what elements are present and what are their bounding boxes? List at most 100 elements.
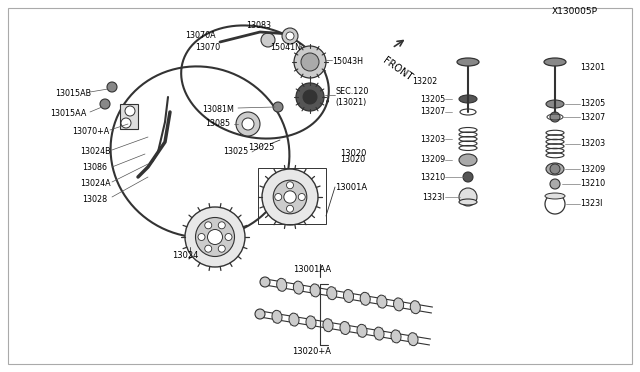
- Text: 13070+A: 13070+A: [72, 128, 109, 137]
- Text: 13028: 13028: [82, 195, 107, 203]
- Circle shape: [550, 112, 560, 122]
- Ellipse shape: [327, 287, 337, 300]
- Ellipse shape: [546, 163, 564, 175]
- Ellipse shape: [344, 289, 353, 302]
- Text: 13081M: 13081M: [202, 105, 234, 113]
- Text: 1323I: 1323I: [422, 192, 445, 202]
- Ellipse shape: [360, 292, 371, 305]
- Text: FRONT: FRONT: [381, 56, 414, 83]
- Circle shape: [550, 179, 560, 189]
- Text: 13207: 13207: [420, 108, 445, 116]
- Text: 13086: 13086: [82, 164, 107, 173]
- Circle shape: [100, 99, 110, 109]
- Circle shape: [205, 245, 212, 252]
- Ellipse shape: [276, 278, 287, 291]
- Ellipse shape: [306, 316, 316, 329]
- Circle shape: [298, 193, 305, 201]
- Circle shape: [205, 222, 212, 229]
- Text: 13209: 13209: [420, 155, 445, 164]
- Ellipse shape: [289, 313, 299, 326]
- Ellipse shape: [408, 333, 418, 346]
- Circle shape: [550, 164, 560, 174]
- Text: 13015AA: 13015AA: [50, 109, 86, 119]
- Text: 13210: 13210: [420, 173, 445, 182]
- Text: 15043H: 15043H: [332, 58, 363, 67]
- Text: 13085: 13085: [205, 119, 230, 128]
- Circle shape: [273, 102, 283, 112]
- Ellipse shape: [340, 321, 350, 334]
- Ellipse shape: [272, 310, 282, 323]
- Text: 13024A: 13024A: [80, 180, 111, 189]
- Ellipse shape: [374, 327, 384, 340]
- Text: 13001AA: 13001AA: [293, 264, 331, 273]
- Circle shape: [294, 46, 326, 78]
- Circle shape: [207, 230, 223, 244]
- Circle shape: [260, 277, 270, 287]
- Circle shape: [225, 234, 232, 241]
- Bar: [258, 168, 326, 224]
- Circle shape: [287, 182, 294, 189]
- Text: 15041N: 15041N: [270, 42, 301, 51]
- Bar: [120, 104, 138, 129]
- Circle shape: [107, 82, 117, 92]
- Text: SEC.120
(13021): SEC.120 (13021): [335, 87, 369, 107]
- Circle shape: [284, 191, 296, 203]
- Ellipse shape: [357, 324, 367, 337]
- Ellipse shape: [459, 199, 477, 205]
- Circle shape: [236, 112, 260, 136]
- Ellipse shape: [546, 100, 564, 108]
- Text: 13024: 13024: [172, 250, 198, 260]
- Ellipse shape: [459, 95, 477, 103]
- Text: 13015AB: 13015AB: [55, 90, 91, 99]
- Text: 13020: 13020: [340, 150, 366, 158]
- Text: X130005P: X130005P: [552, 7, 598, 16]
- Ellipse shape: [457, 58, 479, 66]
- Text: 13020+A: 13020+A: [292, 347, 332, 356]
- Ellipse shape: [293, 281, 303, 294]
- Ellipse shape: [377, 295, 387, 308]
- Text: 13210: 13210: [580, 180, 605, 189]
- Circle shape: [218, 245, 225, 252]
- Circle shape: [195, 218, 234, 257]
- Circle shape: [275, 193, 282, 201]
- Text: 13001A: 13001A: [335, 183, 367, 192]
- Ellipse shape: [323, 319, 333, 332]
- Text: 13025: 13025: [223, 148, 248, 157]
- Ellipse shape: [310, 284, 320, 297]
- Text: 13083: 13083: [246, 20, 271, 29]
- Text: 13070A: 13070A: [185, 31, 216, 39]
- Text: 13203: 13203: [580, 140, 605, 148]
- Ellipse shape: [391, 330, 401, 343]
- Circle shape: [282, 28, 298, 44]
- Ellipse shape: [410, 301, 420, 314]
- Text: 13205: 13205: [580, 99, 605, 109]
- Circle shape: [185, 207, 245, 267]
- Circle shape: [301, 53, 319, 71]
- Circle shape: [198, 234, 205, 241]
- Circle shape: [303, 90, 317, 104]
- Circle shape: [459, 188, 477, 206]
- Text: 13020: 13020: [340, 154, 365, 164]
- Text: 13205: 13205: [420, 94, 445, 103]
- Circle shape: [218, 222, 225, 229]
- Circle shape: [296, 83, 324, 111]
- Ellipse shape: [459, 154, 477, 166]
- Text: 1323I: 1323I: [580, 199, 602, 208]
- Text: 13070: 13070: [195, 42, 220, 51]
- Circle shape: [261, 33, 275, 47]
- Circle shape: [242, 118, 254, 130]
- Ellipse shape: [545, 193, 565, 199]
- Text: 13024B: 13024B: [80, 148, 111, 157]
- Ellipse shape: [544, 58, 566, 66]
- Text: 13207: 13207: [580, 112, 605, 122]
- Circle shape: [287, 205, 294, 212]
- Circle shape: [121, 118, 131, 128]
- Text: 13202: 13202: [412, 77, 437, 87]
- Circle shape: [255, 309, 265, 319]
- Circle shape: [463, 172, 473, 182]
- Text: 13201: 13201: [580, 62, 605, 71]
- Ellipse shape: [394, 298, 404, 311]
- Circle shape: [286, 32, 294, 40]
- Text: 13203: 13203: [420, 135, 445, 144]
- Circle shape: [125, 106, 135, 116]
